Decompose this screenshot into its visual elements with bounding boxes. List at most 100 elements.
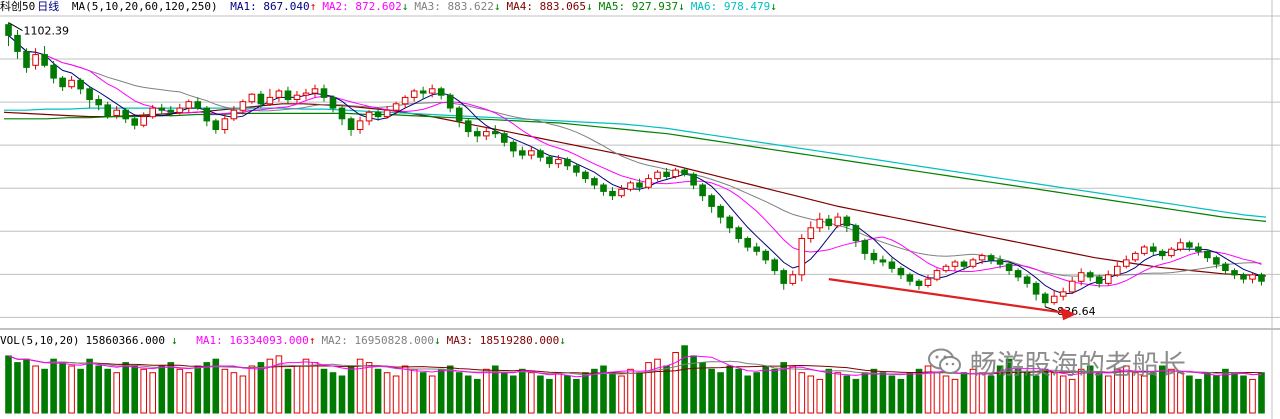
volume-bar-up	[789, 365, 797, 414]
volume-bar-down	[41, 368, 48, 414]
volume-bar-up	[1249, 378, 1256, 414]
candle-down	[726, 216, 734, 229]
volume-bar-down	[5, 355, 12, 414]
candle-up	[1105, 274, 1112, 284]
candle-up	[428, 88, 436, 94]
high-pointer	[8, 22, 23, 31]
volume-bar-down	[510, 375, 517, 414]
volume-bar-down	[852, 378, 860, 414]
volume-bar-down	[95, 365, 103, 414]
ma-legend-item-1: MA1: 867.040↑	[230, 0, 317, 13]
volume-bar-up	[365, 362, 373, 414]
candle-up	[221, 118, 229, 131]
candle-down	[59, 77, 66, 88]
candle-down	[996, 259, 1004, 265]
volume-bar-up	[1114, 368, 1121, 414]
ma-line-ma6	[4, 107, 1267, 218]
volume-bar-down	[870, 368, 878, 414]
volume-bar-down	[1014, 368, 1022, 414]
volume-bar-down	[50, 358, 57, 414]
volume-bar-down	[1204, 372, 1211, 414]
ma-legend-item-4: MA4: 883.065↓	[506, 0, 593, 13]
ma-line-ma1	[8, 35, 1262, 295]
candle-down	[104, 104, 112, 117]
candle-down	[744, 238, 752, 248]
volume-bar-up	[1105, 375, 1112, 414]
volume-bar-down	[771, 368, 779, 414]
candle-up	[248, 93, 256, 103]
volume-bar-down	[591, 368, 598, 414]
ma-legend-item-5-arrow: ↓	[678, 0, 685, 13]
volume-bar-down	[1086, 365, 1094, 414]
candle-up	[239, 101, 247, 111]
volume-bar-down	[14, 362, 21, 414]
ma-line-ma4	[3, 103, 1267, 277]
candle-down	[1041, 293, 1049, 304]
candle-down	[492, 131, 499, 135]
volume-bar-down	[906, 372, 914, 414]
volume-bar-down	[1258, 372, 1265, 414]
ma-legend-item-6: MA6: 978.479↓	[690, 0, 777, 13]
volume-bar-up	[672, 352, 679, 414]
candle-down	[690, 173, 697, 186]
volume-bar-down	[861, 372, 869, 414]
candle-up	[528, 150, 535, 156]
volume-bar-up	[942, 375, 950, 414]
volume-bar-up	[645, 362, 652, 414]
volume-bar-down	[59, 362, 66, 414]
volume-bar-up	[176, 368, 184, 414]
volume-bar-down	[960, 372, 968, 414]
watermark: 畅游股海的老船长	[928, 344, 1186, 381]
candle-up	[311, 88, 319, 94]
candle-up	[555, 158, 562, 165]
candle-up	[176, 107, 184, 113]
candle-up	[1077, 272, 1085, 282]
candle-down	[843, 216, 851, 227]
candle-down	[5, 24, 12, 36]
volume-bar-down	[77, 368, 84, 414]
candle-down	[1258, 274, 1265, 282]
volume-bar-down	[537, 375, 544, 414]
candle-down	[1240, 274, 1247, 280]
volume-bar-up	[275, 355, 283, 414]
candle-down	[203, 107, 211, 122]
candle-down	[780, 270, 788, 284]
candle-down	[446, 94, 454, 109]
candle-up	[410, 90, 418, 98]
volume-bar-down	[717, 372, 724, 414]
candle-down	[699, 184, 706, 197]
volume-bar-up	[483, 368, 490, 414]
volume-bar-down	[1186, 375, 1193, 414]
candle-down	[1014, 270, 1022, 278]
ma-legend-item-2: MA2: 872.602↓	[322, 0, 409, 13]
volume-bar-up	[924, 365, 932, 414]
volume-bar-down	[446, 365, 454, 414]
candle-up	[978, 255, 986, 261]
volume-bar-up	[428, 375, 436, 414]
price-header: 科创50 日线 MA(5,10,20,60,120,250) MA1: 867.0…	[0, 0, 789, 14]
volume-bar-up	[951, 378, 959, 414]
volume-bar-down	[1222, 368, 1229, 414]
candle-down	[1150, 246, 1157, 252]
volume-bar-up	[1168, 368, 1175, 414]
volume-bar-down	[203, 362, 211, 414]
volume-bar-down	[762, 365, 770, 414]
candle-down	[915, 280, 923, 287]
candle-down	[888, 261, 896, 269]
volume-bar-down	[609, 372, 616, 414]
ma-legend-item-1-arrow: ↑	[309, 0, 317, 13]
candle-up	[1123, 259, 1130, 267]
candle-up	[789, 274, 797, 284]
ma-line-ma5	[4, 112, 1267, 222]
candle-down	[1032, 282, 1040, 295]
volume-bar-up	[627, 368, 634, 414]
candle-up	[1068, 280, 1076, 293]
volume-bar-up	[555, 372, 562, 414]
candle-up	[1249, 274, 1256, 280]
candle-down	[122, 109, 130, 120]
volume-bar-up	[654, 358, 661, 414]
candle-down	[1204, 250, 1211, 259]
volume-bar-down	[825, 368, 833, 414]
candle-up	[68, 79, 75, 88]
